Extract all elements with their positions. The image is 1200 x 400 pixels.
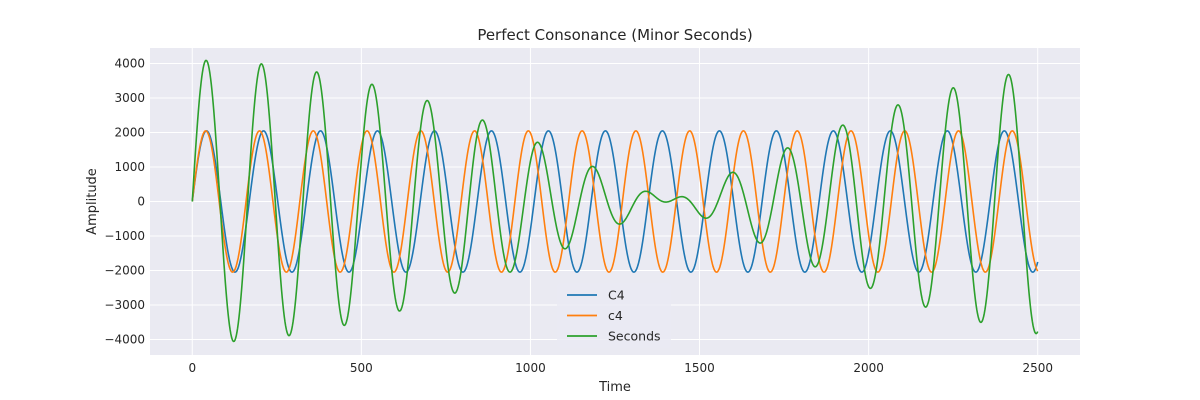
series-line-c4: [191, 130, 1039, 273]
x-axis-label: Time: [598, 380, 631, 395]
y-tick-label: 1000: [114, 160, 145, 174]
y-tick-label: −3000: [104, 298, 145, 312]
y-tick-label: 3000: [114, 91, 145, 105]
legend: C4 c4 Seconds: [557, 283, 671, 348]
legend-box: [557, 283, 671, 348]
grid: [150, 48, 1080, 355]
tick-labels: 0 500 1000 1500 2000 2500 −4000 −3000 −2000 −1000…: [104, 57, 1053, 375]
y-tick-label: −1000: [104, 229, 145, 243]
series-group: [191, 59, 1039, 343]
y-tick-label: 0: [137, 195, 145, 209]
x-tick-label: 500: [350, 361, 373, 375]
x-tick-label: 1500: [684, 361, 715, 375]
y-tick-label: −4000: [104, 332, 145, 346]
x-tick-label: 1000: [515, 361, 546, 375]
legend-label: C4: [608, 288, 625, 303]
legend-label: Seconds: [608, 329, 661, 344]
series-line-seconds: [191, 59, 1039, 343]
y-axis-label: Amplitude: [85, 168, 100, 235]
x-tick-label: 0: [188, 361, 196, 375]
series-line-c4: [191, 130, 1039, 273]
chart-title: Perfect Consonance (Minor Seconds): [477, 26, 752, 44]
y-tick-label: −2000: [104, 263, 145, 277]
x-tick-label: 2000: [853, 361, 884, 375]
y-tick-label: 4000: [114, 57, 145, 71]
y-tick-label: 2000: [114, 126, 145, 140]
x-tick-label: 2500: [1022, 361, 1053, 375]
legend-label: c4: [608, 308, 623, 323]
